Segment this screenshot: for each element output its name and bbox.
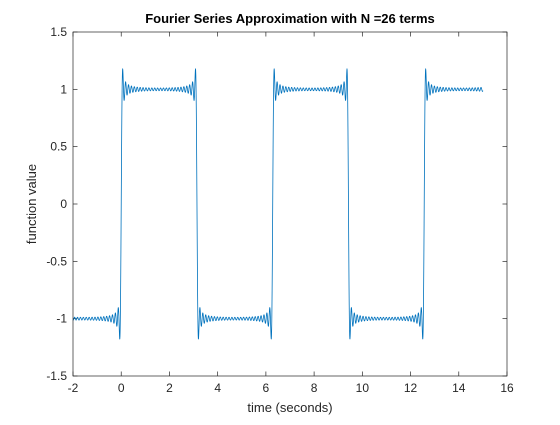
y-tick-group: -1.5 -1 -0.5 0 0.5 1 1.5 [46, 25, 507, 383]
y-tick-label: 0 [60, 197, 67, 211]
chart-title: Fourier Series Approximation with N =26 … [145, 11, 435, 26]
x-tick-label: 12 [404, 381, 418, 395]
x-tick-label: -2 [68, 381, 79, 395]
axes-box [72, 31, 508, 377]
x-tick-label: 8 [311, 381, 318, 395]
y-tick-label: -0.5 [46, 254, 67, 268]
x-tick-label: 0 [118, 381, 125, 395]
y-tick-label: -1.5 [46, 369, 67, 383]
x-tick-label: 2 [166, 381, 173, 395]
y-axis-label: function value [24, 164, 39, 244]
x-tick-label: 4 [214, 381, 221, 395]
y-tick-label: 1.5 [50, 25, 67, 39]
plot-area [73, 32, 507, 376]
y-tick-label: 1 [60, 82, 67, 96]
x-tick-group: -2 0 2 4 6 8 10 12 14 16 [68, 32, 514, 395]
x-tick-label: 6 [263, 381, 270, 395]
x-tick-label: 16 [500, 381, 514, 395]
x-axis-label: time (seconds) [247, 400, 332, 415]
series-line [72, 68, 484, 340]
x-tick-label: 10 [356, 381, 370, 395]
x-tick-label: 14 [452, 381, 466, 395]
y-tick-label: -1 [56, 312, 67, 326]
y-tick-label: 0.5 [50, 140, 67, 154]
